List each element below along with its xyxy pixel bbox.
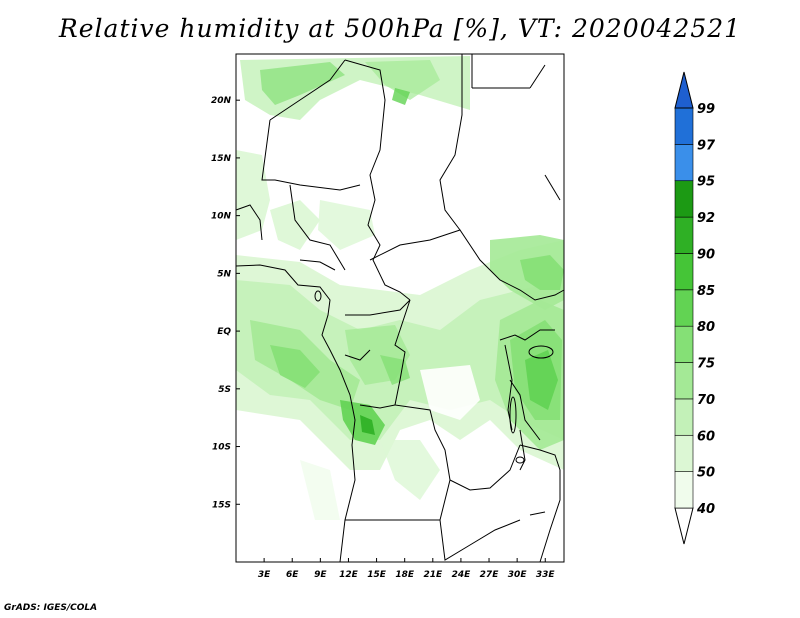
colorbar-segment bbox=[674, 216, 694, 254]
colorbar-segment bbox=[674, 253, 694, 291]
x-tick-label: 21E bbox=[423, 570, 443, 580]
y-tick-label: 15S bbox=[212, 500, 231, 510]
x-tick-label: 3E bbox=[258, 570, 271, 580]
colorbar-segment bbox=[674, 398, 694, 436]
colorbar-segment bbox=[674, 180, 694, 218]
x-tick-label: 30E bbox=[508, 570, 528, 580]
x-tick-label: 6E bbox=[286, 570, 299, 580]
x-tick-label: 33E bbox=[536, 570, 556, 580]
colorbar-segment bbox=[674, 471, 694, 509]
colorbar-label: 95 bbox=[697, 175, 715, 190]
colorbar-over-arrow bbox=[674, 71, 694, 109]
colorbar-segment bbox=[674, 325, 694, 363]
colorbar-label: 80 bbox=[697, 320, 715, 335]
humidity-field bbox=[236, 56, 564, 520]
colorbar-segment bbox=[674, 434, 694, 472]
colorbar-label: 40 bbox=[696, 502, 715, 517]
map-frame bbox=[235, 53, 565, 563]
y-tick-label: 5N bbox=[217, 269, 231, 279]
y-tick-label: EQ bbox=[217, 327, 231, 337]
colorbar-segment bbox=[674, 289, 694, 327]
colorbar-label: 75 bbox=[697, 357, 715, 372]
credit-text: GrADS: IGES/COLA bbox=[4, 603, 98, 613]
lakes bbox=[314, 290, 554, 464]
colorbar-segment bbox=[674, 107, 694, 145]
x-tick-label: 18E bbox=[395, 570, 415, 580]
x-axis-ticks: 3E 6E 9E 12E 15E 18E 21E 24E 27E 30E 33E bbox=[258, 558, 556, 580]
x-tick-label: 27E bbox=[480, 570, 500, 580]
colorbar-label: 50 bbox=[697, 466, 715, 481]
colorbar-label: 70 bbox=[697, 393, 715, 408]
colorbar-label: 60 bbox=[697, 429, 715, 444]
colorbar-segment bbox=[674, 362, 694, 400]
y-axis-ticks: 20N 15N 10N 5N EQ 5S 10S 15S bbox=[211, 96, 240, 510]
y-tick-label: 10S bbox=[212, 443, 231, 453]
x-tick-label: 15E bbox=[367, 570, 387, 580]
colorbar-label: 92 bbox=[697, 211, 715, 226]
colorbar-segment bbox=[674, 144, 694, 182]
y-tick-label: 5S bbox=[218, 385, 231, 395]
y-tick-label: 20N bbox=[211, 96, 232, 106]
colorbar-label: 97 bbox=[697, 138, 716, 153]
country-borders bbox=[235, 54, 565, 563]
x-tick-label: 12E bbox=[339, 570, 359, 580]
colorbar-label: 99 bbox=[697, 102, 715, 117]
colorbar: 40 50 60 70 75 80 85 90 92 95 97 99 bbox=[674, 71, 716, 545]
y-tick-label: 15N bbox=[211, 154, 232, 164]
y-tick-label: 10N bbox=[211, 212, 232, 222]
colorbar-label: 85 bbox=[697, 284, 715, 299]
x-tick-label: 9E bbox=[314, 570, 327, 580]
plot-title: Relative humidity at 500hPa [%], VT: 202… bbox=[58, 14, 742, 43]
colorbar-under-arrow bbox=[674, 507, 694, 545]
x-tick-label: 24E bbox=[452, 570, 472, 580]
colorbar-label: 90 bbox=[697, 247, 715, 262]
